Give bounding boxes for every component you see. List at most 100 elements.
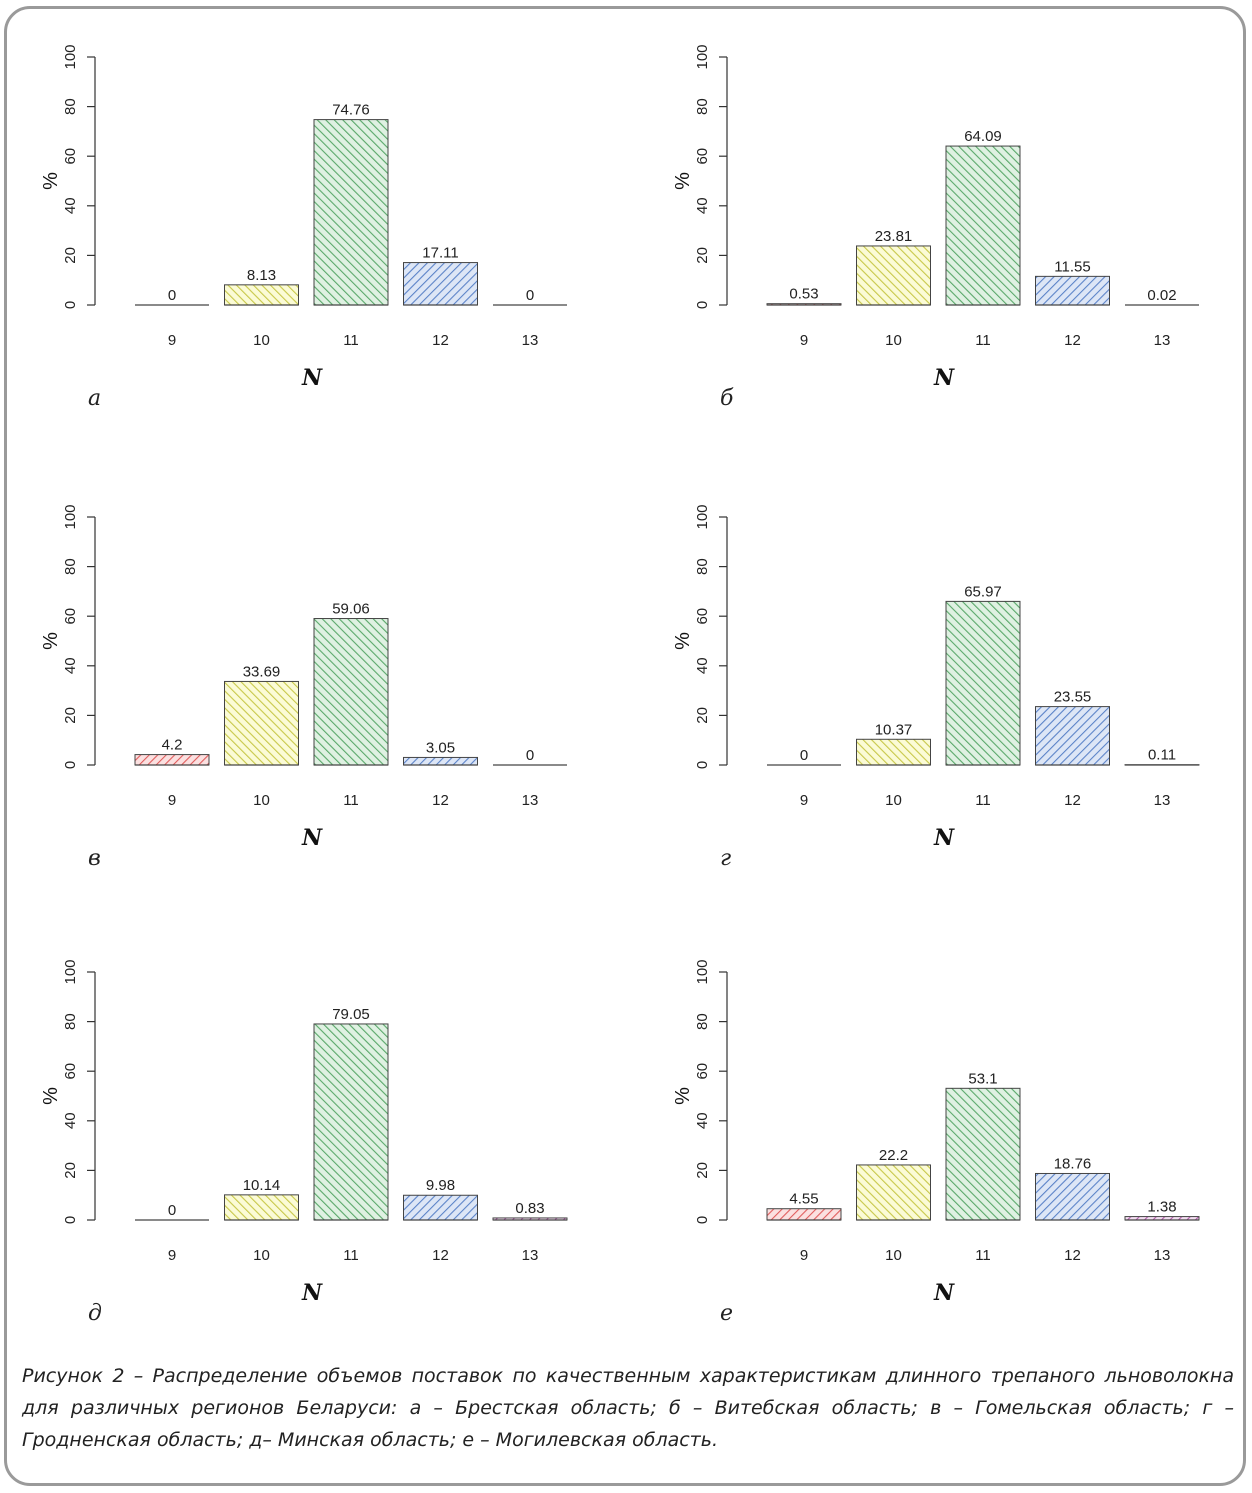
chart-panel-d: 0 20 40 60 80 100% 0 9 10.14 10 79.05 11 9.98 12 0.83 1… bbox=[40, 945, 630, 1365]
x-tick-label: 9 bbox=[800, 792, 808, 809]
x-tick-label: 9 bbox=[168, 1247, 176, 1264]
x-tick-label: 12 bbox=[432, 792, 449, 809]
bar-9 bbox=[766, 1208, 842, 1221]
value-label: 4.2 bbox=[162, 737, 183, 754]
chart-svg: 0 20 40 60 80 100% 4.55 9 22.2 10 53.1 11 18.76 12 1.3… bbox=[672, 959, 1200, 1326]
value-label: 10.37 bbox=[875, 721, 913, 738]
y-tick-label: 60 bbox=[62, 608, 79, 625]
value-label: 11.55 bbox=[1054, 258, 1090, 275]
value-label: 65.97 bbox=[964, 583, 1002, 600]
y-tick-label: 40 bbox=[62, 1112, 79, 1129]
y-tick-label: 0 bbox=[62, 1216, 79, 1224]
y-tick-label: 60 bbox=[694, 1063, 711, 1080]
x-tick-label: 11 bbox=[343, 332, 359, 349]
x-tick-label: 12 bbox=[432, 332, 449, 349]
y-tick-label: 40 bbox=[694, 657, 711, 674]
value-label: 74.76 bbox=[332, 102, 370, 119]
y-tick-label: 0 bbox=[694, 301, 711, 309]
value-label: 0.02 bbox=[1147, 287, 1176, 304]
x-axis-label: N bbox=[301, 1280, 323, 1306]
bar-11 bbox=[945, 145, 1021, 306]
y-tick-label: 0 bbox=[694, 1216, 711, 1224]
value-label: 8.13 bbox=[247, 267, 276, 284]
x-axis-label: N bbox=[301, 365, 323, 391]
value-label: 17.11 bbox=[422, 245, 458, 262]
figure-frame bbox=[4, 6, 1246, 1486]
value-label: 18.76 bbox=[1054, 1155, 1092, 1172]
x-tick-label: 11 bbox=[975, 792, 991, 809]
panel-label: г bbox=[720, 846, 731, 871]
x-tick-label: 10 bbox=[253, 332, 270, 349]
chart-svg: 0 20 40 60 80 100% 0.53 9 23.81 10 64.09 11 11.55 12 0… bbox=[672, 44, 1199, 411]
y-tick-label: 60 bbox=[694, 148, 711, 165]
chart-svg: 0 20 40 60 80 100% 0 9 10.37 10 65.97 11 23.55 12 0.11… bbox=[672, 504, 1200, 871]
chart-panel-g: 0 20 40 60 80 100% 0 9 10.37 10 65.97 11 23.55 12 0.11… bbox=[672, 490, 1252, 910]
chart-panel-b: 0 20 40 60 80 100% 0.53 9 23.81 10 64.09 11 11.55 12 0… bbox=[672, 30, 1252, 450]
value-label: 33.69 bbox=[243, 663, 281, 680]
bar-11 bbox=[945, 1087, 1021, 1221]
x-tick-label: 12 bbox=[1064, 332, 1081, 349]
chart-svg: 0 20 40 60 80 100% 0 9 10.14 10 79.05 11 9.98 12 0.83 1… bbox=[40, 959, 568, 1326]
x-tick-label: 10 bbox=[885, 792, 902, 809]
y-tick-label: 40 bbox=[694, 1112, 711, 1129]
y-tick-label: 60 bbox=[62, 1063, 79, 1080]
y-tick-label: 20 bbox=[62, 1162, 79, 1179]
bar-9 bbox=[134, 754, 210, 766]
value-label: 64.09 bbox=[964, 128, 1002, 145]
x-tick-label: 11 bbox=[343, 1247, 359, 1264]
bar-10 bbox=[856, 1164, 931, 1221]
value-label: 3.05 bbox=[426, 739, 455, 756]
value-label: 23.55 bbox=[1054, 689, 1092, 706]
bar-10 bbox=[856, 738, 931, 766]
panel-label: а bbox=[88, 386, 101, 411]
bar-10 bbox=[224, 284, 299, 306]
bar-10 bbox=[856, 245, 931, 306]
x-tick-label: 10 bbox=[885, 1247, 902, 1264]
y-tick-label: 80 bbox=[62, 558, 79, 575]
value-label: 10.14 bbox=[243, 1177, 281, 1194]
bar-11 bbox=[313, 1023, 389, 1221]
value-label: 22.2 bbox=[879, 1147, 908, 1164]
x-tick-label: 11 bbox=[975, 332, 991, 349]
y-tick-label: 80 bbox=[694, 558, 711, 575]
x-tick-label: 9 bbox=[800, 332, 808, 349]
x-tick-label: 10 bbox=[253, 1247, 270, 1264]
value-label: 0 bbox=[526, 747, 534, 764]
panel-label: е bbox=[720, 1301, 733, 1326]
y-tick-label: 40 bbox=[694, 197, 711, 214]
value-label: 4.55 bbox=[789, 1191, 818, 1208]
y-tick-label: 20 bbox=[62, 707, 79, 724]
value-label: 9.98 bbox=[426, 1177, 455, 1194]
bar-11 bbox=[313, 119, 389, 306]
value-label: 79.05 bbox=[332, 1006, 370, 1023]
bar-10 bbox=[224, 680, 299, 766]
value-label: 1.38 bbox=[1147, 1199, 1176, 1216]
y-tick-label: 40 bbox=[62, 657, 79, 674]
value-label: 0 bbox=[800, 747, 808, 764]
x-tick-label: 13 bbox=[522, 1247, 539, 1264]
bar-12 bbox=[1035, 275, 1110, 306]
x-tick-label: 13 bbox=[1154, 792, 1171, 809]
y-tick-label: 20 bbox=[62, 247, 79, 264]
y-tick-label: 0 bbox=[694, 761, 711, 769]
y-tick-label: 100 bbox=[62, 959, 79, 984]
y-tick-label: 0 bbox=[62, 301, 79, 309]
y-tick-label: 80 bbox=[694, 1013, 711, 1030]
x-tick-label: 9 bbox=[168, 792, 176, 809]
y-tick-label: 100 bbox=[62, 44, 79, 69]
x-axis-label: N bbox=[301, 825, 323, 851]
y-axis-label: % bbox=[40, 1087, 62, 1105]
chart-panel-e: 0 20 40 60 80 100% 4.55 9 22.2 10 53.1 11 18.76 12 1.3… bbox=[672, 945, 1252, 1365]
bar-11 bbox=[313, 618, 389, 766]
bar-11 bbox=[945, 600, 1021, 766]
y-axis-label: % bbox=[40, 172, 62, 190]
bar-12 bbox=[1035, 706, 1110, 766]
value-label: 0 bbox=[168, 287, 176, 304]
value-label: 0.83 bbox=[515, 1200, 544, 1217]
x-axis-label: N bbox=[933, 365, 955, 391]
bar-12 bbox=[403, 262, 478, 306]
y-tick-label: 80 bbox=[62, 98, 79, 115]
x-axis-label: N bbox=[933, 825, 955, 851]
y-tick-label: 80 bbox=[694, 98, 711, 115]
x-tick-label: 13 bbox=[1154, 1247, 1171, 1264]
